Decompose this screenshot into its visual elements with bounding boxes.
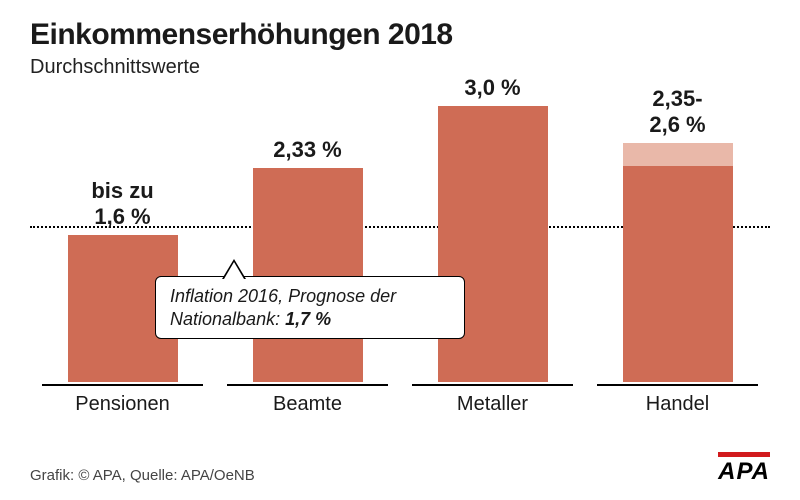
infographic-container: Einkommenserhöhungen 2018 Durchschnittsw… bbox=[0, 0, 800, 500]
bar bbox=[438, 106, 548, 382]
inflation-callout: Inflation 2016, Prognose der Nationalban… bbox=[155, 276, 465, 339]
chart-subtitle: Durchschnittswerte bbox=[30, 56, 200, 79]
source-credit: Grafik: © APA, Quelle: APA/OeNB bbox=[30, 467, 255, 484]
bar-value-label: 3,0 % bbox=[400, 75, 585, 100]
category-rule bbox=[42, 384, 203, 386]
bar-chart: bis zu 1,6 % Pensionen 2,33 % Beamte 3,0… bbox=[30, 88, 770, 418]
bar-value-label: bis zu 1,6 % bbox=[30, 178, 215, 229]
logo-text: APA bbox=[718, 458, 770, 486]
category-rule bbox=[227, 384, 388, 386]
bar-value-label: 2,35- 2,6 % bbox=[585, 86, 770, 137]
apa-logo: APA bbox=[718, 452, 770, 486]
logo-accent-bar bbox=[718, 452, 770, 457]
bar bbox=[253, 168, 363, 382]
callout-text: Inflation 2016, Prognose der Nationalban… bbox=[170, 286, 396, 329]
chart-title: Einkommenserhöhungen 2018 bbox=[30, 18, 453, 52]
bar-value-label: 2,33 % bbox=[215, 137, 400, 162]
category-label: Metaller bbox=[400, 393, 585, 416]
bar-segment-main bbox=[438, 106, 548, 382]
bar-segment-main bbox=[253, 168, 363, 382]
bar-segment-main bbox=[623, 166, 733, 382]
category-rule bbox=[597, 384, 758, 386]
bar bbox=[623, 143, 733, 382]
category-label: Handel bbox=[585, 393, 770, 416]
category-label: Beamte bbox=[215, 393, 400, 416]
callout-value: 1,7 % bbox=[285, 309, 331, 329]
category-label: Pensionen bbox=[30, 393, 215, 416]
bar-segment-range bbox=[623, 143, 733, 166]
category-rule bbox=[412, 384, 573, 386]
callout-pointer-fill bbox=[224, 262, 244, 279]
